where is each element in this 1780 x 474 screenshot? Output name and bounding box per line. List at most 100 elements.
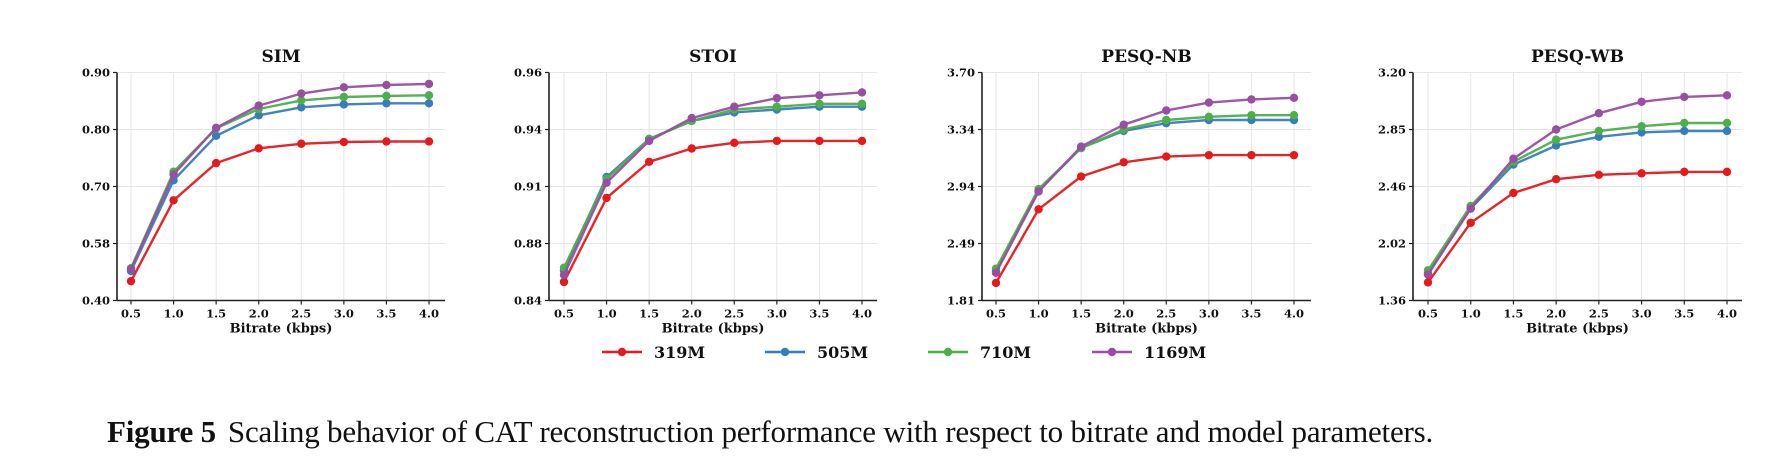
y-tick-label: 0.58 <box>82 237 110 251</box>
series-1169M <box>126 79 434 274</box>
data-point <box>1680 167 1689 177</box>
x-tick-label: 3.0 <box>1632 307 1652 321</box>
x-tick-label: 3.5 <box>809 307 829 321</box>
x-tick-label: 2.0 <box>1546 307 1566 321</box>
legend-marker <box>617 347 627 357</box>
y-tick-label: 1.81 <box>947 294 975 308</box>
data-point <box>1594 109 1604 118</box>
data-point <box>169 196 178 205</box>
series-1169M <box>1423 91 1732 279</box>
data-point <box>1637 169 1646 178</box>
series-319M <box>1423 167 1732 287</box>
y-tick-label: 0.84 <box>514 294 542 308</box>
series-line <box>994 96 1295 274</box>
data-point <box>382 91 391 101</box>
data-point <box>424 99 434 108</box>
data-point <box>254 144 263 153</box>
data-point <box>1466 218 1475 227</box>
data-point <box>687 144 696 153</box>
series-line <box>994 153 1294 284</box>
data-point <box>730 102 739 111</box>
data-point <box>254 111 263 120</box>
data-point <box>1637 122 1646 131</box>
data-point <box>644 136 654 146</box>
data-point <box>1289 111 1299 120</box>
data-point <box>297 96 306 105</box>
data-point <box>1119 158 1128 167</box>
x-tick-label: 3.5 <box>376 307 396 321</box>
chart-title: PESQ-NB <box>1101 47 1191 67</box>
data-point <box>211 131 221 140</box>
y-tick-label: 3.20 <box>1378 66 1406 80</box>
series-319M <box>559 136 867 287</box>
data-point <box>339 137 349 147</box>
legend-label: 1169M <box>1144 343 1206 362</box>
series-1169M <box>559 88 867 280</box>
data-point <box>1423 270 1433 279</box>
data-point <box>1637 97 1646 107</box>
x-axis-label: Bitrate (kbps) <box>662 322 765 337</box>
series-line <box>1426 121 1727 271</box>
x-tick-label: 1.5 <box>639 307 659 321</box>
x-tick-label: 3.0 <box>767 307 787 321</box>
data-point <box>1162 152 1171 161</box>
data-point <box>211 158 221 168</box>
data-point <box>1289 150 1299 160</box>
series-line <box>129 140 429 282</box>
x-tick-label: 4.0 <box>1717 307 1737 321</box>
series-line <box>994 113 1294 270</box>
x-tick-label: 3.0 <box>334 307 354 321</box>
data-point <box>1247 150 1256 160</box>
data-point <box>772 102 782 111</box>
data-point <box>687 113 696 123</box>
legend-label: 710M <box>980 343 1031 362</box>
chart-title: STOI <box>689 47 737 67</box>
legend-label: 319M <box>654 343 705 362</box>
data-point <box>1680 92 1689 102</box>
x-tick-label: 0.5 <box>986 307 1006 321</box>
series-505M <box>559 102 867 275</box>
y-tick-label: 3.70 <box>947 66 975 80</box>
x-tick-label: 0.5 <box>121 307 141 321</box>
data-point <box>254 101 263 110</box>
chart-sim: 0.40 0.58 0.70 0.80 0.90 0.5 1.0 1.5 2.0 2.5 3.0 3.… <box>82 47 445 337</box>
data-point <box>644 157 654 166</box>
data-point <box>1076 142 1086 151</box>
data-point <box>1204 112 1214 122</box>
chart-pesq-wb: 1.36 2.02 2.46 2.85 3.20 0.5 1.0 1.5 2.0 2.5 3.0 3.… <box>1378 47 1742 337</box>
chart-stoi: 0.84 0.88 0.91 0.94 0.96 0.5 1.0 1.5 2.0 2.5 3.0 3.… <box>514 47 877 337</box>
series-line <box>562 139 862 283</box>
y-tick-label: 0.90 <box>82 66 110 80</box>
x-tick-label: 4.0 <box>1284 307 1304 321</box>
data-point <box>1551 174 1561 184</box>
x-tick-label: 4.0 <box>419 307 439 321</box>
data-point <box>1466 204 1475 213</box>
data-point <box>1204 150 1214 160</box>
data-point <box>1034 205 1043 214</box>
data-point <box>815 136 824 146</box>
x-tick-label: 2.5 <box>724 307 744 321</box>
x-tick-label: 1.0 <box>164 307 184 321</box>
y-tick-label: 0.94 <box>514 123 542 137</box>
data-point <box>126 276 136 286</box>
series-319M <box>991 150 1299 288</box>
legend-marker <box>780 347 790 357</box>
x-tick-label: 1.0 <box>1461 307 1481 321</box>
data-point <box>559 270 569 280</box>
y-tick-label: 0.91 <box>514 180 542 194</box>
series-line <box>129 94 430 269</box>
data-point <box>297 139 306 148</box>
data-point <box>602 178 611 187</box>
legend-label: 505M <box>817 343 868 362</box>
data-point <box>382 99 391 108</box>
series-line <box>1427 170 1727 284</box>
data-point <box>1509 154 1518 163</box>
series-line <box>1426 94 1728 276</box>
data-point <box>730 138 739 147</box>
data-point <box>1722 91 1732 100</box>
legend-entry: 710M <box>928 343 1031 362</box>
series-line <box>562 105 862 272</box>
y-tick-label: 2.02 <box>1378 237 1406 251</box>
y-tick-label: 2.49 <box>947 237 975 251</box>
data-point <box>1551 125 1561 134</box>
